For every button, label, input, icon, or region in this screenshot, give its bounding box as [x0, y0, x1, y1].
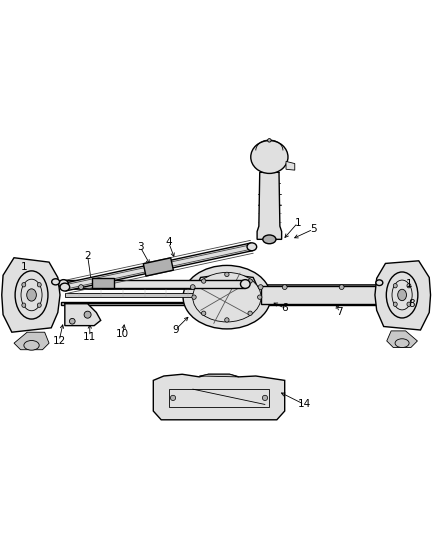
Polygon shape [64, 243, 253, 291]
Ellipse shape [393, 302, 397, 306]
Ellipse shape [376, 280, 383, 286]
Polygon shape [199, 374, 239, 377]
Polygon shape [65, 304, 101, 326]
Polygon shape [375, 261, 431, 330]
Ellipse shape [37, 282, 41, 287]
Ellipse shape [192, 295, 196, 300]
Polygon shape [61, 302, 385, 305]
Ellipse shape [392, 280, 412, 310]
Polygon shape [387, 331, 417, 348]
Polygon shape [14, 332, 49, 350]
Ellipse shape [263, 235, 276, 244]
Ellipse shape [386, 272, 418, 318]
Ellipse shape [70, 318, 75, 324]
Ellipse shape [339, 285, 344, 289]
Polygon shape [286, 161, 295, 170]
Polygon shape [65, 293, 193, 297]
Ellipse shape [225, 272, 229, 277]
Text: 1: 1 [294, 217, 301, 228]
Text: 2: 2 [84, 251, 91, 261]
Text: 10: 10 [116, 329, 129, 340]
Ellipse shape [170, 395, 176, 400]
Ellipse shape [37, 303, 41, 308]
Ellipse shape [247, 243, 257, 251]
Text: 3: 3 [137, 242, 144, 252]
Polygon shape [143, 258, 173, 276]
Text: 12: 12 [53, 336, 66, 346]
Text: 9: 9 [172, 325, 179, 335]
Polygon shape [61, 285, 385, 288]
Text: 11: 11 [83, 332, 96, 342]
Ellipse shape [251, 141, 288, 173]
Ellipse shape [22, 282, 26, 287]
Ellipse shape [201, 311, 206, 316]
Ellipse shape [225, 318, 229, 322]
Text: 5: 5 [310, 224, 317, 235]
Ellipse shape [59, 280, 68, 288]
Ellipse shape [407, 284, 411, 288]
Ellipse shape [193, 272, 261, 322]
Ellipse shape [24, 341, 39, 350]
Text: 6: 6 [281, 303, 288, 313]
Ellipse shape [60, 283, 70, 291]
Text: 1: 1 [21, 262, 28, 271]
Ellipse shape [258, 295, 262, 300]
Ellipse shape [258, 285, 263, 289]
Ellipse shape [282, 285, 287, 289]
Polygon shape [2, 258, 60, 332]
Ellipse shape [107, 285, 112, 289]
Polygon shape [65, 285, 195, 289]
Ellipse shape [21, 279, 42, 311]
Ellipse shape [407, 302, 411, 306]
Ellipse shape [27, 289, 36, 301]
Ellipse shape [190, 285, 195, 289]
Ellipse shape [262, 395, 268, 400]
Ellipse shape [78, 285, 83, 289]
Text: 4: 4 [165, 237, 172, 247]
Polygon shape [92, 278, 114, 288]
Polygon shape [64, 280, 245, 287]
Text: 8: 8 [408, 298, 415, 309]
Ellipse shape [183, 265, 271, 329]
Ellipse shape [22, 303, 26, 308]
Polygon shape [196, 274, 258, 287]
Ellipse shape [240, 280, 250, 288]
Ellipse shape [248, 279, 252, 283]
Text: 7: 7 [336, 308, 343, 318]
Ellipse shape [398, 289, 406, 301]
Ellipse shape [52, 279, 60, 285]
Text: 14: 14 [298, 399, 311, 409]
Polygon shape [261, 286, 381, 304]
Polygon shape [153, 374, 285, 420]
Ellipse shape [15, 271, 48, 319]
Ellipse shape [248, 311, 252, 316]
Ellipse shape [84, 311, 91, 318]
Polygon shape [257, 172, 282, 239]
Ellipse shape [268, 139, 271, 142]
Ellipse shape [201, 279, 206, 283]
Ellipse shape [395, 339, 409, 348]
Ellipse shape [393, 284, 397, 288]
Text: 1: 1 [406, 279, 413, 289]
